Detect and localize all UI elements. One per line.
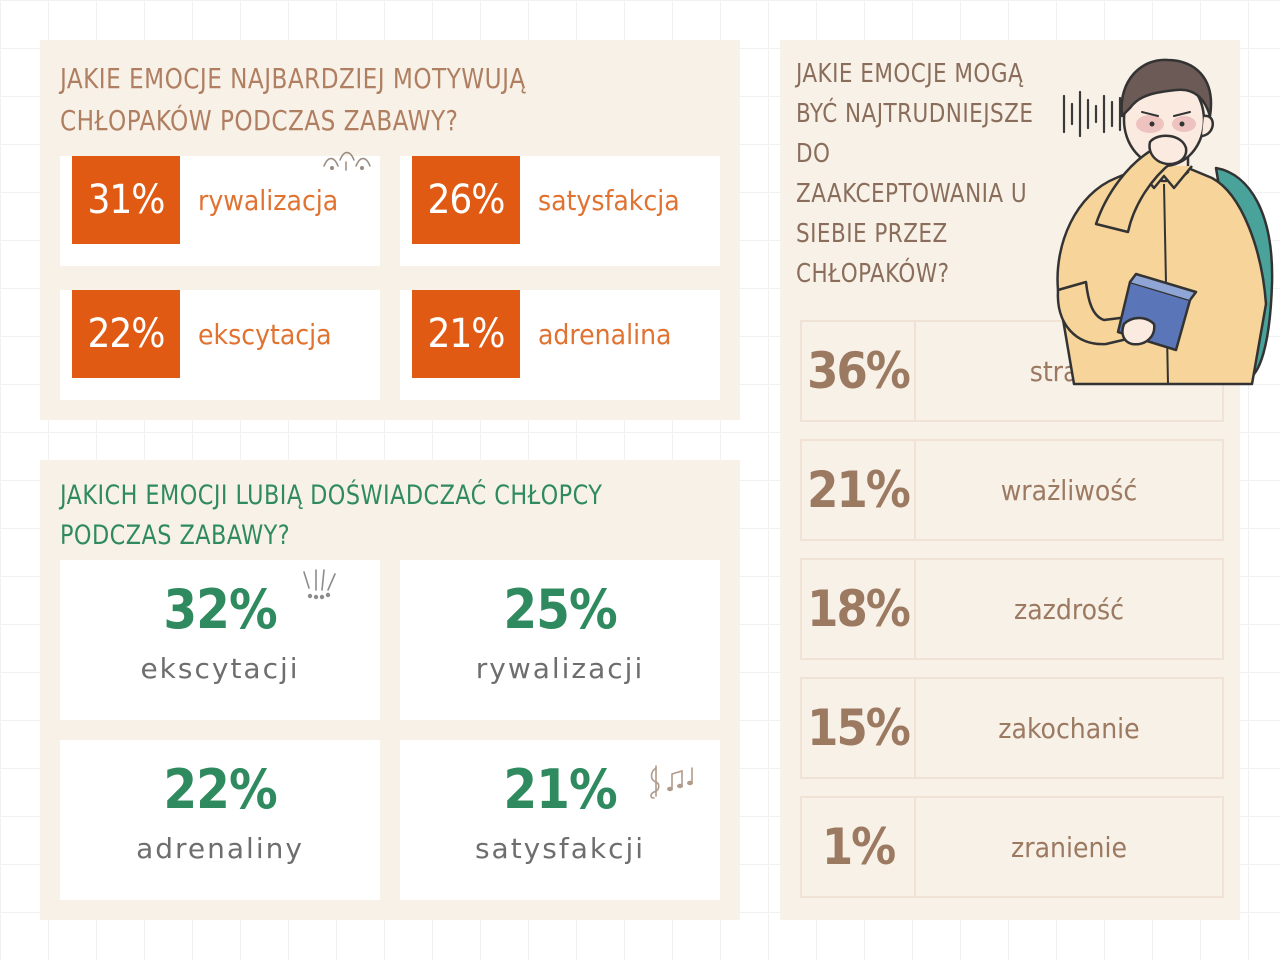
enjoy-card: 25% rywalizacji: [400, 560, 720, 720]
enjoy-card: 21% satysfakcji: [400, 740, 720, 900]
exclamation-icon: [303, 569, 336, 600]
difficult-label: zazdrość: [1014, 592, 1124, 626]
motivation-label: rywalizacja: [198, 183, 339, 217]
motivation-card: 31% rywalizacja: [60, 156, 380, 266]
enjoy-percent: 25%: [503, 578, 617, 641]
motivation-label: satysfakcja: [538, 183, 680, 217]
enjoy-percent: 22%: [163, 758, 277, 821]
difficult-label: zranienie: [1011, 830, 1127, 864]
motivation-percent: 31%: [72, 156, 180, 244]
enjoy-label: rywalizacji: [475, 652, 645, 685]
enjoy-percent: 32%: [163, 578, 277, 641]
enjoy-card: 22% adrenaliny: [60, 740, 380, 900]
motivation-title: JAKIE EMOCJE NAJBARDZIEJ MOTYWUJĄ CHŁOPA…: [60, 62, 526, 137]
difficult-percent: 1%: [802, 798, 916, 896]
difficult-label: wrażliwość: [1000, 473, 1138, 507]
difficult-title: JAKIE EMOCJE MOGĄ BYĆ NAJTRUDNIEJSZE DO …: [796, 59, 1034, 289]
sound-wave-icon: [1062, 90, 1122, 138]
motivation-panel: JAKIE EMOCJE NAJBARDZIEJ MOTYWUJĄ CHŁOPA…: [40, 40, 740, 420]
difficult-row: 15% zakochanie: [800, 677, 1224, 779]
motivation-card: 21% adrenalina: [400, 290, 720, 400]
enjoy-card: 32% ekscytacji: [60, 560, 380, 720]
motivation-card: 22% ekscytacja: [60, 290, 380, 400]
difficult-percent: 21%: [802, 441, 916, 539]
motivation-label: adrenalina: [538, 317, 672, 351]
enjoy-label: satysfakcji: [474, 832, 646, 865]
motivation-percent: 26%: [412, 156, 520, 244]
enjoy-percent: 21%: [503, 758, 617, 821]
motivation-card: 26% satysfakcja: [400, 156, 720, 266]
music-notes-icon: [650, 765, 693, 799]
enjoy-label: ekscytacji: [140, 652, 300, 685]
motivation-percent: 22%: [72, 290, 180, 378]
difficult-percent: 15%: [802, 679, 916, 777]
difficult-percent: 18%: [802, 560, 916, 658]
enjoy-title: JAKICH EMOCJI LUBIĄ DOŚWIADCZAĆ CHŁOPCY …: [60, 480, 603, 551]
enjoy-panel: JAKICH EMOCJI LUBIĄ DOŚWIADCZAĆ CHŁOPCY …: [40, 460, 740, 920]
motivation-percent: 21%: [412, 290, 520, 378]
sparkle-icon: [323, 151, 371, 171]
enjoy-label: adrenaliny: [136, 832, 304, 865]
difficult-row: 1% zranienie: [800, 796, 1224, 898]
difficult-row: 21% wrażliwość: [800, 439, 1224, 541]
worried-boy-illustration: [1056, 58, 1274, 386]
motivation-label: ekscytacja: [198, 317, 332, 351]
difficult-row: 18% zazdrość: [800, 558, 1224, 660]
difficult-label: zakochanie: [998, 711, 1140, 745]
difficult-percent: 36%: [802, 322, 916, 420]
